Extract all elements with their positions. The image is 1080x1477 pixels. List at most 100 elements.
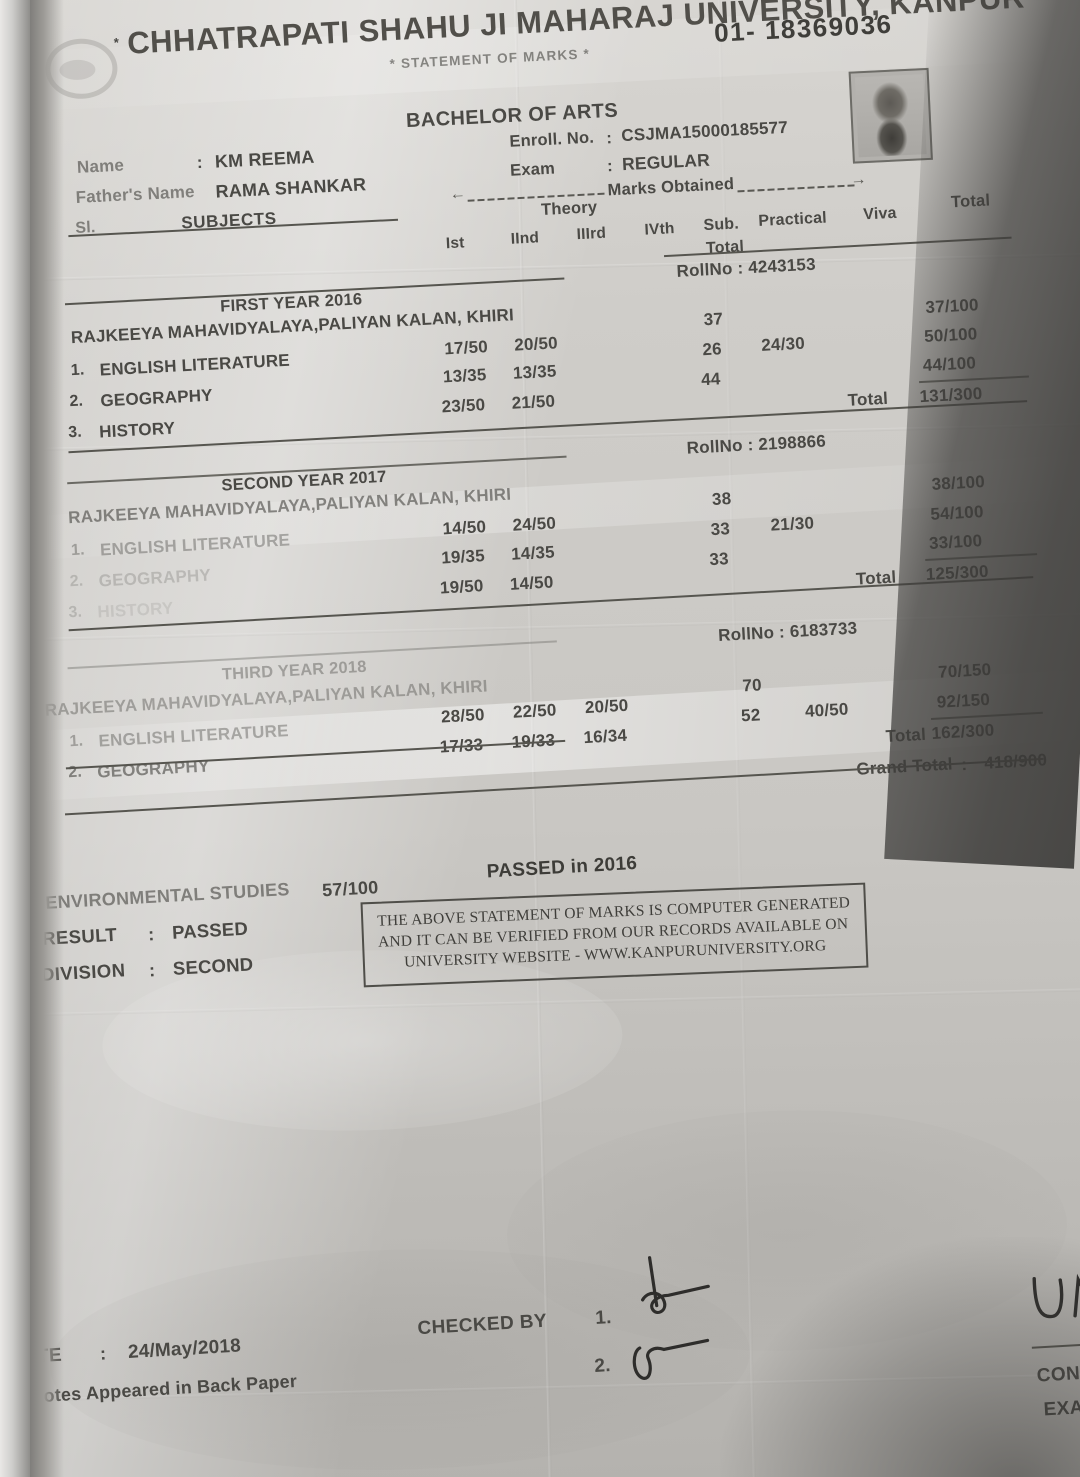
name-label: Name [76,155,125,177]
division-value: SECOND [172,953,254,979]
student-name-value: KM REEMA [214,146,315,172]
row-paper-2: 14/50 [509,572,554,594]
row-paper-2: 13/35 [512,361,557,383]
row-sl: 2. [69,392,84,411]
marks-obtained-right-arrow: → [850,170,868,189]
date-separator: : [99,1343,107,1364]
row-paper-1: 19/50 [439,576,485,598]
row-sl: 1. [70,541,86,560]
marks-obtained-rule-right [737,184,858,192]
row-subtotal: 70 [741,675,763,696]
row-total: 70/150 [937,659,992,682]
row-subject: GEOGRAPHY [98,565,212,591]
row-sl: 3. [68,603,83,622]
controller-label-line2: EXAMIN [1043,1395,1080,1421]
column-header-total: Total [950,191,991,212]
name-separator: : [196,152,204,173]
father-name-label: Father's Name [75,182,196,207]
year-2-rollno: RollNo : 2198866 [686,431,827,458]
checked-by-label: CHECKED BY [416,1310,548,1340]
row-subject: HISTORY [96,598,174,622]
grand-total-separator: : [960,754,968,775]
row-subject: ENGLISH LITERATURE [99,530,291,560]
year-1-total-rule [919,375,1029,383]
column-header-paper-1: Ist [445,234,465,253]
year-3-rollno: RollNo : 6183733 [717,618,858,645]
verification-notice-box: THE ABOVE STATEMENT OF MARKS IS COMPUTER… [360,882,869,988]
column-header-theory: Theory [540,198,598,219]
year-3-title: THIRD YEAR 2018 [221,657,368,684]
year-2-total-rule [925,553,1038,561]
row-subtotal: 52 [740,705,761,726]
row-sl: 1. [70,361,85,380]
column-header-viva: Viva [862,204,898,224]
row-paper-1: 13/35 [442,365,488,387]
result-separator: : [147,924,155,945]
controller-label-line1: CONTROL [1036,1360,1080,1387]
environmental-studies-value: 57/100 [321,877,379,901]
row-subject: ENGLISH LITERATURE [98,721,290,751]
row-total: 37/100 [925,295,980,317]
university-seal-icon [44,37,119,100]
student-photo-image [854,74,927,158]
row-paper-1: 17/50 [443,337,489,359]
controller-signature-rule [1031,1340,1080,1349]
row-total: 44/100 [922,353,977,376]
exam-value: REGULAR [621,149,711,175]
year-1-rollno: RollNo : 4243153 [676,254,817,281]
row-subtotal: 33 [710,519,731,540]
enroll-value: CSJMA15000185577 [620,117,789,146]
row-practical: 21/30 [770,513,815,535]
row-paper-1: 23/50 [441,395,486,417]
father-name-value: RAMA SHANKAR [215,174,367,202]
student-photo [848,67,933,164]
serial-number: 01- 18369036 [713,8,894,48]
row-subject: GEOGRAPHY [100,385,214,411]
row-paper-1: 14/50 [442,517,487,539]
row-paper-3: 20/50 [584,695,629,718]
environmental-studies-label: ENVIRONMENTAL STUDIES [44,879,291,913]
row-subtotal: 33 [708,549,730,570]
enroll-separator: : [605,129,613,148]
checker-1-label: 1. [594,1307,613,1330]
exam-separator: : [606,157,614,176]
result-value: PASSED [171,917,249,943]
row-paper-2: 21/50 [511,391,556,413]
row-subject: ENGLISH LITERATURE [99,350,291,380]
exam-label: Exam [509,159,556,180]
row-paper-2: 14/35 [510,542,556,564]
controller-signature-icon [1032,1273,1080,1319]
row-paper-2: 24/50 [512,513,557,535]
row-subtotal: 26 [701,339,723,360]
division-label: DIVISION [40,959,126,985]
back-paper-note: Denotes Appeared in Back Paper [8,1371,298,1408]
row-paper-2: 20/50 [513,333,559,355]
row-subject: HISTORY [98,418,176,442]
statement-subtitle: * STATEMENT OF MARKS * [389,46,591,72]
checker-2-signature-icon [632,1338,710,1380]
row-total: 33/100 [928,531,983,553]
row-paper-1: 19/35 [440,546,486,568]
year-3-total-value: 162/300 [931,720,995,743]
year-3-college: RAJKEEYA MAHAVIDYALAYA,PALIYAN KALAN, KH… [44,676,489,720]
result-label: RESULT [41,923,118,949]
date-label: DATE [9,1344,63,1369]
marks-obtained-left-arrow: ← [449,185,467,204]
checker-1-signature-icon [640,1256,710,1314]
marks-obtained-label: Marks Obtained [607,174,735,200]
row-paper-1: 28/50 [440,705,486,727]
column-header-subtotal-line1: Sub. [703,215,740,235]
row-sl: 3. [67,423,83,442]
date-value: 24/May/2018 [127,1335,242,1364]
row-total: 38/100 [931,472,986,494]
degree-title: BACHELOR OF ARTS [405,99,619,133]
row-paper-2: 22/50 [512,700,557,722]
year-3-total-label: Total [885,724,927,747]
row-subtotal: 37 [703,309,724,330]
row-total: 50/100 [923,324,978,347]
enroll-label: Enroll. No. [509,128,595,151]
checker-2-label: 2. [593,1355,612,1378]
column-header-paper-3: IIIrd [576,224,607,244]
